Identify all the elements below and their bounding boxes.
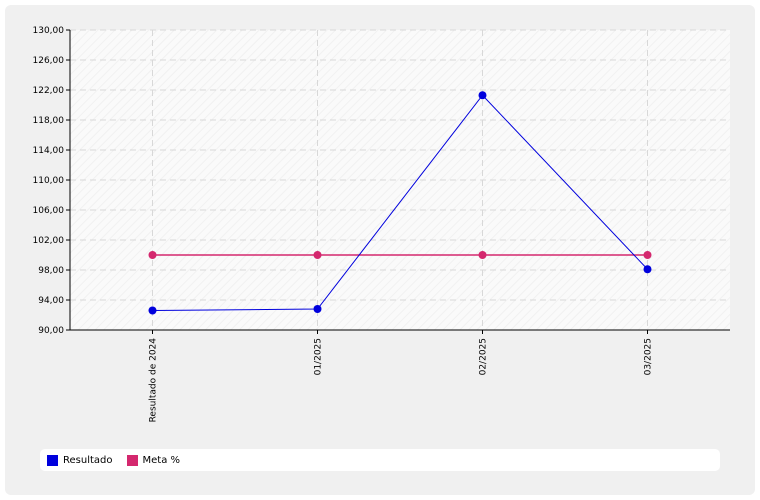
y-tick-label: 114,00 xyxy=(33,146,65,156)
legend-swatch-meta xyxy=(126,454,138,466)
y-tick-label: 126,00 xyxy=(33,56,65,66)
y-tick-labels: 90,00 94,00 98,00 102,00 106,00 110,00 114,00 1… xyxy=(33,26,65,336)
legend-item-resultado[interactable]: Resultado xyxy=(47,454,113,466)
legend-label-resultado: Resultado xyxy=(63,454,113,466)
y-tick-label: 122,00 xyxy=(33,86,65,96)
y-tick-label: 130,00 xyxy=(33,26,65,36)
y-tick-label: 118,00 xyxy=(33,116,65,126)
y-tick-label: 110,00 xyxy=(33,176,65,186)
x-tick-label: 01/2025 xyxy=(314,338,324,375)
data-point-meta xyxy=(148,251,157,259)
y-tick-label: 106,00 xyxy=(33,206,65,216)
legend-swatch-resultado xyxy=(47,454,58,466)
data-point-meta xyxy=(478,251,487,259)
legend: Resultado Meta % xyxy=(40,449,720,471)
data-point-meta xyxy=(313,251,322,259)
legend-label-meta: Meta % xyxy=(142,454,181,466)
data-point-resultado xyxy=(478,91,487,100)
legend-item-meta[interactable]: Meta % xyxy=(126,454,181,466)
y-tick-label: 102,00 xyxy=(33,236,65,246)
y-tick-label: 98,00 xyxy=(38,266,64,276)
x-tick-label: 03/2025 xyxy=(644,338,654,375)
x-tick-label: Resultado de 2024 xyxy=(149,338,159,423)
data-point-resultado xyxy=(313,305,322,313)
axes xyxy=(66,29,730,334)
y-tick-label: 94,00 xyxy=(38,296,64,306)
data-point-meta xyxy=(643,251,652,259)
x-tick-labels: Resultado de 2024 01/2025 02/2025 03/2025 xyxy=(149,338,654,423)
x-tick-label: 02/2025 xyxy=(479,338,489,375)
data-point-resultado xyxy=(643,265,652,274)
series-line-resultado xyxy=(152,94,648,311)
data-point-resultado xyxy=(148,306,157,315)
y-tick-label: 90,00 xyxy=(38,326,64,336)
gridlines xyxy=(70,29,730,330)
series-layer xyxy=(148,91,652,315)
